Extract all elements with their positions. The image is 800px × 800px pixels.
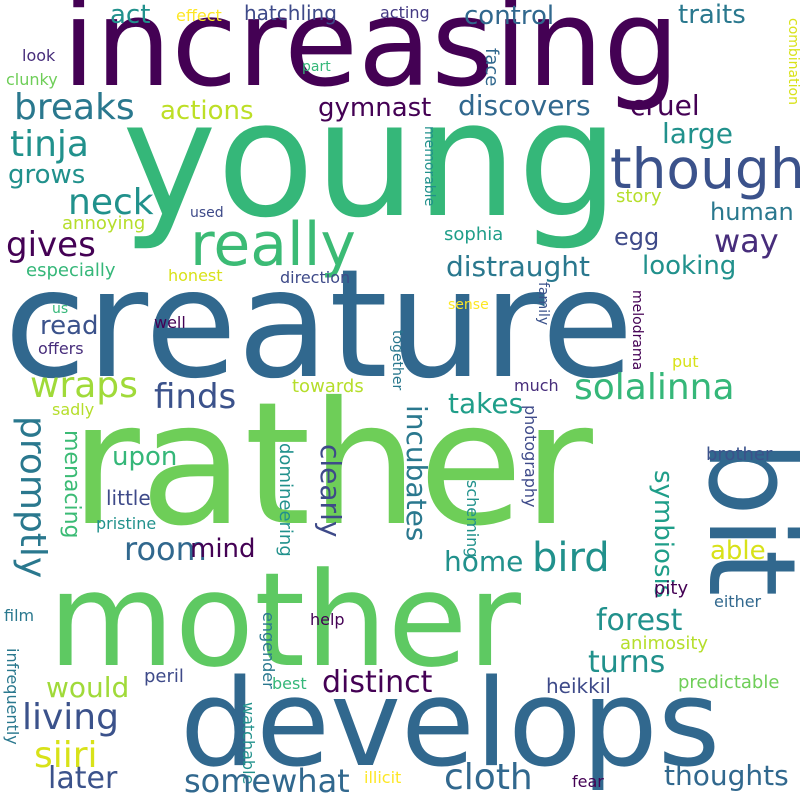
word-distinct: distinct <box>322 665 433 700</box>
word-home: home <box>444 545 524 578</box>
word-gives: gives <box>6 225 96 265</box>
word-takes: takes <box>448 387 524 420</box>
word-way: way <box>714 222 779 260</box>
word-siiri: siiri <box>34 735 98 776</box>
word-hatchling: hatchling <box>244 1 337 25</box>
word-memorable: memorable <box>421 126 437 207</box>
word-mind: mind <box>190 534 256 564</box>
word-later: later <box>48 761 118 796</box>
word-rather: rather <box>70 366 593 564</box>
word-mother: mother <box>48 544 521 696</box>
word-turns: turns <box>588 645 666 680</box>
word-cloth: cloth <box>444 757 533 798</box>
word-develops: develops <box>180 655 721 794</box>
word-look: look <box>22 46 56 65</box>
word-thoughts: thoughts <box>664 759 789 792</box>
word-increasing: increasing <box>62 0 680 114</box>
word-much: much <box>514 376 559 395</box>
word-promptly: promptly <box>12 416 53 579</box>
word-little: little <box>106 486 151 510</box>
word-though: though <box>610 137 800 201</box>
word-especially: especially <box>26 260 116 281</box>
word-discovers: discovers <box>458 89 591 122</box>
word-forest: forest <box>596 603 683 638</box>
word-upon: upon <box>112 442 178 472</box>
word-pity: pity <box>654 578 689 599</box>
word-grows: grows <box>8 160 86 190</box>
word-control: control <box>464 1 555 31</box>
word-act: act <box>110 0 151 30</box>
word-room: room <box>124 530 207 568</box>
word-film: film <box>4 606 35 625</box>
word-annoying: annoying <box>62 213 146 234</box>
word-breaks: breaks <box>14 87 135 128</box>
word-human: human <box>710 198 794 226</box>
word-help: help <box>310 610 345 629</box>
word-tinja: tinja <box>10 124 89 165</box>
word-menacing: menacing <box>59 430 84 539</box>
word-creature: creature <box>4 238 634 412</box>
word-family: family <box>535 282 551 326</box>
word-well: well <box>154 313 186 332</box>
word-used: used <box>190 205 224 221</box>
word-living: living <box>22 697 119 738</box>
word-combination: combination <box>785 18 800 105</box>
word-animosity: animosity <box>620 633 709 654</box>
word-domineering: domineering <box>275 443 296 557</box>
word-actions: actions <box>160 96 254 126</box>
word-best: best <box>272 674 307 693</box>
word-melodrama: melodrama <box>629 290 645 371</box>
word-illicit: illicit <box>364 768 402 787</box>
word-gymnast: gymnast <box>318 93 432 123</box>
word-together: together <box>389 330 405 391</box>
word-towards: towards <box>292 376 364 397</box>
word-solalinna: solalinna <box>574 367 735 408</box>
word-large: large <box>662 117 733 150</box>
word-incubates: incubates <box>400 405 433 542</box>
word-fear: fear <box>572 772 604 791</box>
word-neck: neck <box>68 182 154 223</box>
word-somewhat: somewhat <box>184 762 350 800</box>
word-clunky: clunky <box>6 70 58 89</box>
word-able: able <box>710 536 766 566</box>
word-effect: effect <box>176 6 222 25</box>
word-really: really <box>190 210 356 280</box>
word-honest: honest <box>168 266 223 285</box>
word-predictable: predictable <box>678 672 780 693</box>
word-would: would <box>46 671 130 704</box>
word-face: face <box>481 48 502 87</box>
word-acting: acting <box>380 3 430 22</box>
word-peril: peril <box>144 666 184 687</box>
word-either: either <box>714 592 762 611</box>
word-pristine: pristine <box>96 514 157 533</box>
word-egg: egg <box>614 223 660 251</box>
word-part: part <box>302 59 331 75</box>
word-sadly: sadly <box>52 400 95 419</box>
word-cruel: cruel <box>630 89 700 122</box>
word-story: story <box>616 186 662 207</box>
word-young: young <box>122 66 619 253</box>
word-photography: photography <box>521 405 540 508</box>
word-offers: offers <box>38 339 84 358</box>
word-read: read <box>40 311 99 341</box>
word-sense: sense <box>448 297 489 313</box>
word-traits: traits <box>678 0 746 30</box>
word-wraps: wraps <box>30 365 138 406</box>
word-infrequently: infrequently <box>3 648 22 745</box>
word-finds: finds <box>154 377 237 417</box>
word-direction: direction <box>280 268 351 287</box>
word-heikkil: heikkil <box>546 674 611 698</box>
word-distraught: distraught <box>446 250 591 283</box>
word-looking: looking <box>642 251 737 281</box>
word-us: us <box>52 301 69 317</box>
word-sophia: sophia <box>444 224 504 245</box>
word-put: put <box>672 352 699 371</box>
word-bird: bird <box>532 535 610 581</box>
word-clearly: clearly <box>314 444 347 538</box>
word-brother: brother <box>706 444 773 465</box>
